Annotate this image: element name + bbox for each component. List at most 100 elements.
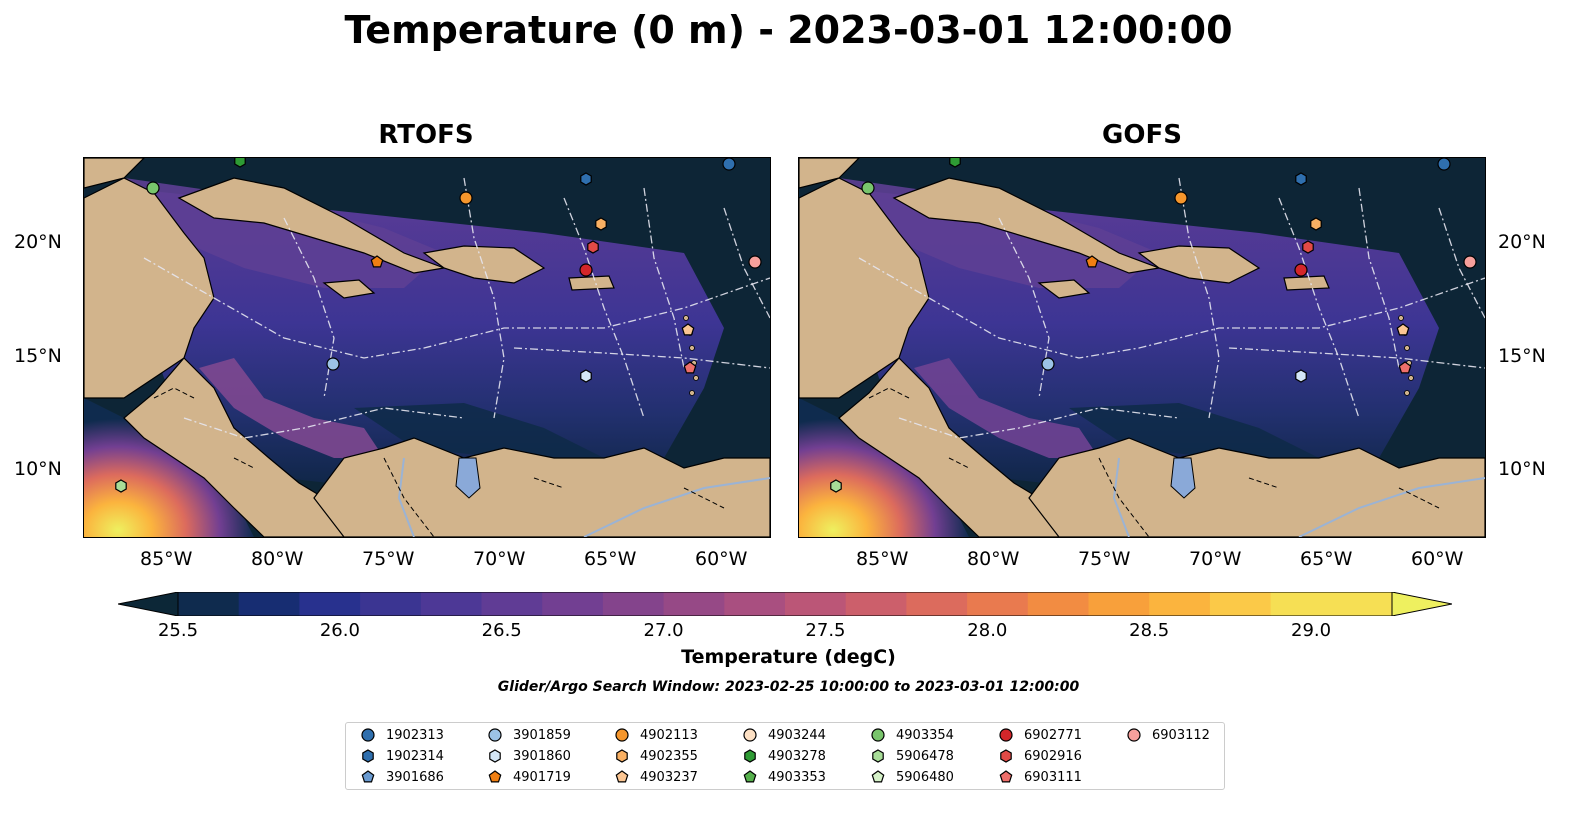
legend-marker-circle-icon bbox=[361, 728, 375, 742]
legend-label: 4903353 bbox=[768, 769, 826, 785]
legend-label: 4903354 bbox=[896, 727, 954, 743]
colorbar-segment bbox=[1149, 592, 1211, 616]
legend-item: 4903237 bbox=[614, 769, 698, 785]
legend-label: 4903278 bbox=[768, 748, 826, 764]
legend-item: 4902113 bbox=[614, 727, 698, 743]
float-marker[interactable] bbox=[587, 240, 599, 254]
legend-label: 6903112 bbox=[1152, 727, 1210, 743]
float-marker[interactable] bbox=[949, 158, 961, 168]
float-marker[interactable] bbox=[1302, 240, 1314, 254]
legend-label: 6902916 bbox=[1024, 748, 1082, 764]
legend-marker-circle-icon bbox=[871, 728, 885, 742]
legend-item: 4903353 bbox=[742, 769, 826, 785]
legend-marker-circle-icon bbox=[743, 728, 757, 742]
legend-label: 4902355 bbox=[640, 748, 698, 764]
float-marker[interactable] bbox=[1398, 361, 1412, 374]
lat-label-15n-right: 15°N bbox=[1498, 345, 1546, 367]
float-marker[interactable] bbox=[1437, 158, 1451, 171]
colorbar-segment bbox=[299, 592, 361, 616]
float-marker[interactable] bbox=[326, 357, 340, 371]
legend-marker-hexagon-icon bbox=[744, 749, 756, 763]
float-marker[interactable] bbox=[748, 255, 762, 269]
float-marker[interactable] bbox=[1041, 357, 1055, 371]
legend-marker-hexagon-icon bbox=[362, 749, 374, 763]
float-marker[interactable] bbox=[1295, 172, 1307, 186]
float-marker[interactable] bbox=[1174, 191, 1188, 205]
lon-label-75w-b: 75°W bbox=[1078, 548, 1131, 570]
colorbar-segment bbox=[1027, 592, 1089, 616]
legend-marker-hexagon-icon bbox=[489, 749, 501, 763]
float-marker[interactable] bbox=[1085, 255, 1099, 268]
legend-label: 6902771 bbox=[1024, 727, 1082, 743]
float-marker[interactable] bbox=[580, 172, 592, 186]
legend-label: 5906478 bbox=[896, 748, 954, 764]
map-gofs[interactable] bbox=[798, 157, 1486, 538]
float-marker[interactable] bbox=[683, 361, 697, 374]
colorbar-segment bbox=[785, 592, 847, 616]
lon-label-65w-b: 65°W bbox=[1300, 548, 1353, 570]
colorbar-tick-label: 27.0 bbox=[643, 620, 684, 641]
float-marker[interactable] bbox=[234, 158, 246, 168]
float-marker[interactable] bbox=[722, 158, 736, 171]
colorbar-segment bbox=[1270, 592, 1332, 616]
colorbar-segment bbox=[178, 592, 240, 616]
legend-marker-circle-icon bbox=[999, 728, 1013, 742]
float-marker[interactable] bbox=[1463, 255, 1477, 269]
legend-marker-circle-icon bbox=[615, 728, 629, 742]
float-marker[interactable] bbox=[1294, 263, 1308, 277]
float-marker[interactable] bbox=[861, 181, 875, 195]
legend: 1902313 1902314 3901686 3901859 3901860 49017… bbox=[345, 722, 1225, 790]
lon-label-80w-a: 80°W bbox=[251, 548, 304, 570]
colorbar-segment bbox=[238, 592, 300, 616]
legend-marker-hexagon-icon bbox=[616, 749, 628, 763]
legend-marker-hexagon-icon bbox=[872, 749, 884, 763]
colorbar-segment bbox=[481, 592, 543, 616]
float-marker[interactable] bbox=[459, 191, 473, 205]
float-marker[interactable] bbox=[1396, 323, 1410, 336]
float-marker[interactable] bbox=[370, 255, 384, 268]
lat-label-20n-left: 20°N bbox=[14, 231, 62, 253]
float-marker[interactable] bbox=[681, 323, 695, 336]
lon-label-85w-b: 85°W bbox=[856, 548, 909, 570]
lon-label-80w-b: 80°W bbox=[967, 548, 1020, 570]
legend-item: 3901859 bbox=[487, 727, 571, 743]
legend-marker-pentagon-icon bbox=[361, 770, 375, 783]
float-marker[interactable] bbox=[146, 181, 160, 195]
legend-item: 4903244 bbox=[742, 727, 826, 743]
lon-label-60w-b: 60°W bbox=[1411, 548, 1464, 570]
legend-label: 4903244 bbox=[768, 727, 826, 743]
colorbar-segment bbox=[1088, 592, 1150, 616]
colorbar-segment bbox=[420, 592, 482, 616]
lon-label-70w-a: 70°W bbox=[473, 548, 526, 570]
colorbar-tick-label: 28.5 bbox=[1129, 620, 1170, 641]
float-marker[interactable] bbox=[580, 369, 592, 383]
legend-item: 5906480 bbox=[870, 769, 954, 785]
colorbar-extend-min bbox=[118, 592, 179, 616]
colorbar-tick-label: 26.0 bbox=[319, 620, 360, 641]
legend-label: 1902314 bbox=[386, 748, 444, 764]
legend-item: 4901719 bbox=[487, 769, 571, 785]
legend-item: 1902313 bbox=[360, 727, 444, 743]
colorbar-tick-label: 28.0 bbox=[967, 620, 1008, 641]
float-marker[interactable] bbox=[595, 217, 607, 231]
panel-title-gofs: GOFS bbox=[1102, 120, 1182, 150]
legend-item: 5906478 bbox=[870, 748, 954, 764]
lat-label-10n-left: 10°N bbox=[14, 458, 62, 480]
legend-marker-hexagon-icon bbox=[1000, 749, 1012, 763]
lat-label-20n-right: 20°N bbox=[1498, 231, 1546, 253]
map-rtofs[interactable] bbox=[83, 157, 771, 538]
legend-label: 4901719 bbox=[513, 769, 571, 785]
legend-item: 6902771 bbox=[998, 727, 1082, 743]
legend-marker-pentagon-icon bbox=[743, 770, 757, 783]
float-marker[interactable] bbox=[579, 263, 593, 277]
float-marker[interactable] bbox=[830, 479, 842, 493]
legend-item: 6903111 bbox=[998, 769, 1082, 785]
float-marker[interactable] bbox=[1310, 217, 1322, 231]
lat-label-10n-right: 10°N bbox=[1498, 458, 1546, 480]
float-marker[interactable] bbox=[1295, 369, 1307, 383]
float-marker[interactable] bbox=[115, 479, 127, 493]
colorbar-tick-label: 26.5 bbox=[481, 620, 522, 641]
colorbar-tick-label: 25.5 bbox=[157, 620, 199, 641]
colorbar-segment bbox=[542, 592, 604, 616]
legend-marker-pentagon-icon bbox=[488, 770, 502, 783]
